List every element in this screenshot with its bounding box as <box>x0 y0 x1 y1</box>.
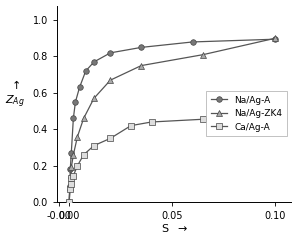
Ca/Ag-A <box>129 124 133 127</box>
Na/Ag-ZK4 <box>140 64 143 67</box>
Na/Ag-ZK4 <box>92 97 96 100</box>
Na/Ag-A <box>84 70 88 72</box>
Ca/Ag-A <box>76 164 79 167</box>
Ca/Ag-A <box>72 174 75 177</box>
Ca/Ag-A <box>150 120 153 123</box>
Na/Ag-ZK4 <box>109 79 112 82</box>
Y-axis label: $\uparrow$
$Z_{Ag}$: $\uparrow$ $Z_{Ag}$ <box>5 78 25 110</box>
Ca/Ag-A <box>82 153 86 156</box>
Line: Na/Ag-A: Na/Ag-A <box>67 36 278 205</box>
Legend: Na/Ag-A, Na/Ag-ZK4, Ca/Ag-A: Na/Ag-A, Na/Ag-ZK4, Ca/Ag-A <box>206 91 287 136</box>
Na/Ag-A <box>140 46 143 49</box>
Ca/Ag-A <box>92 144 96 147</box>
Na/Ag-A <box>69 168 72 171</box>
Na/Ag-A <box>67 201 71 204</box>
Na/Ag-ZK4 <box>72 153 75 156</box>
Na/Ag-ZK4 <box>67 201 71 204</box>
Na/Ag-ZK4 <box>69 173 72 176</box>
Na/Ag-A <box>68 184 72 187</box>
Ca/Ag-A <box>273 117 277 120</box>
Ca/Ag-A <box>69 177 73 180</box>
X-axis label: S  $\rightarrow$: S $\rightarrow$ <box>161 222 188 234</box>
Na/Ag-ZK4 <box>201 53 205 56</box>
Ca/Ag-A <box>201 118 205 121</box>
Ca/Ag-A <box>69 182 73 185</box>
Na/Ag-A <box>78 86 81 89</box>
Ca/Ag-A <box>109 137 112 140</box>
Na/Ag-ZK4 <box>68 186 72 189</box>
Ca/Ag-A <box>67 201 71 204</box>
Line: Na/Ag-ZK4: Na/Ag-ZK4 <box>66 35 278 205</box>
Na/Ag-A <box>92 60 96 63</box>
Na/Ag-ZK4 <box>273 37 277 40</box>
Na/Ag-ZK4 <box>76 135 79 138</box>
Na/Ag-ZK4 <box>82 117 86 120</box>
Ca/Ag-A <box>68 188 72 191</box>
Na/Ag-A <box>273 38 277 41</box>
Na/Ag-A <box>191 41 195 43</box>
Na/Ag-A <box>109 51 112 54</box>
Na/Ag-ZK4 <box>69 166 73 169</box>
Line: Ca/Ag-A: Ca/Ag-A <box>67 116 278 205</box>
Na/Ag-A <box>72 117 75 120</box>
Na/Ag-A <box>69 151 73 154</box>
Na/Ag-A <box>74 101 77 103</box>
